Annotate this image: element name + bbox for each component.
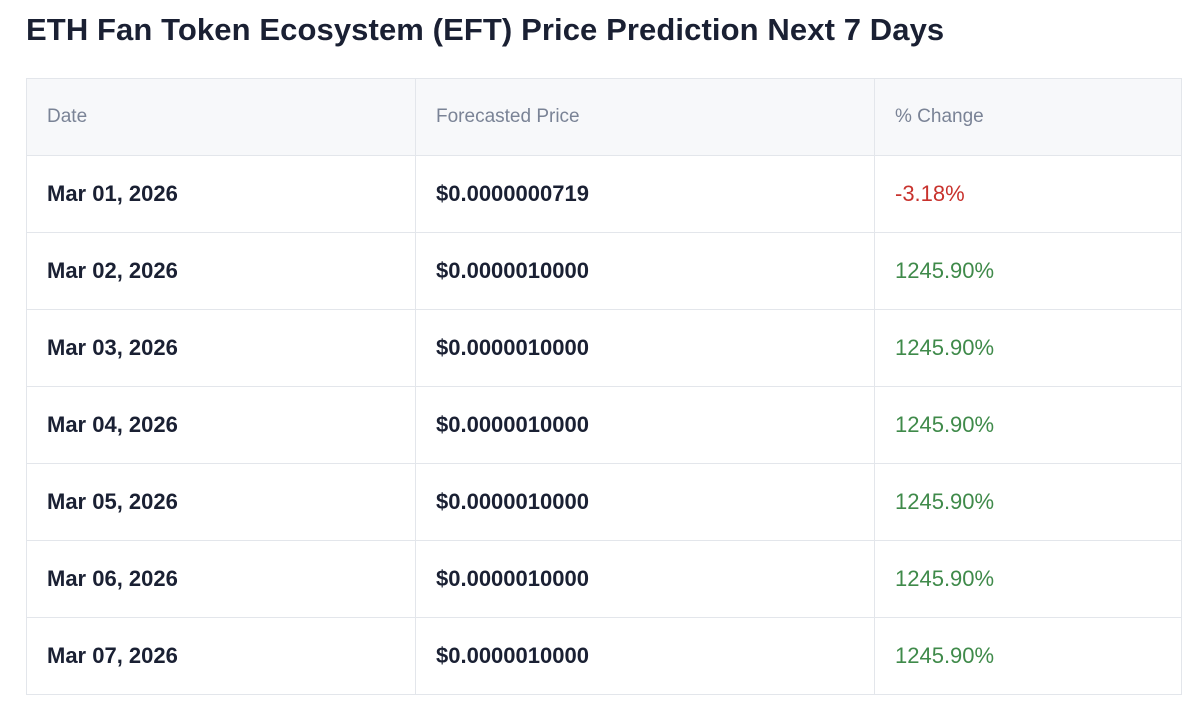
date-cell: Mar 02, 2026 [26, 232, 416, 310]
price-cell: $0.0000010000 [415, 309, 875, 387]
price-prediction-table: Date Forecasted Price % Change Mar 01, 2… [26, 78, 1182, 695]
table-row: Mar 07, 2026 $0.0000010000 1245.90% [26, 617, 1182, 695]
change-cell: 1245.90% [874, 232, 1182, 310]
change-cell: 1245.90% [874, 463, 1182, 541]
price-cell: $0.0000010000 [415, 617, 875, 695]
date-cell: Mar 01, 2026 [26, 155, 416, 233]
table-row: Mar 05, 2026 $0.0000010000 1245.90% [26, 463, 1182, 541]
change-cell: 1245.90% [874, 309, 1182, 387]
date-cell: Mar 04, 2026 [26, 386, 416, 464]
date-cell: Mar 05, 2026 [26, 463, 416, 541]
price-cell: $0.0000010000 [415, 232, 875, 310]
date-cell: Mar 06, 2026 [26, 540, 416, 618]
date-cell: Mar 03, 2026 [26, 309, 416, 387]
price-cell: $0.0000010000 [415, 386, 875, 464]
column-header-forecasted-price: Forecasted Price [415, 78, 875, 156]
table-row: Mar 06, 2026 $0.0000010000 1245.90% [26, 540, 1182, 618]
price-cell: $0.0000010000 [415, 540, 875, 618]
page-title: ETH Fan Token Ecosystem (EFT) Price Pred… [26, 12, 945, 47]
table-row: Mar 02, 2026 $0.0000010000 1245.90% [26, 232, 1182, 310]
price-cell: $0.0000010000 [415, 463, 875, 541]
column-header-percent-change: % Change [874, 78, 1182, 156]
change-cell: -3.18% [874, 155, 1182, 233]
table-header-row: Date Forecasted Price % Change [26, 78, 1182, 156]
change-cell: 1245.90% [874, 540, 1182, 618]
change-cell: 1245.90% [874, 617, 1182, 695]
table-row: Mar 03, 2026 $0.0000010000 1245.90% [26, 309, 1182, 387]
table-row: Mar 04, 2026 $0.0000010000 1245.90% [26, 386, 1182, 464]
price-cell: $0.0000000719 [415, 155, 875, 233]
change-cell: 1245.90% [874, 386, 1182, 464]
column-header-date: Date [26, 78, 416, 156]
table-row: Mar 01, 2026 $0.0000000719 -3.18% [26, 155, 1182, 233]
date-cell: Mar 07, 2026 [26, 617, 416, 695]
